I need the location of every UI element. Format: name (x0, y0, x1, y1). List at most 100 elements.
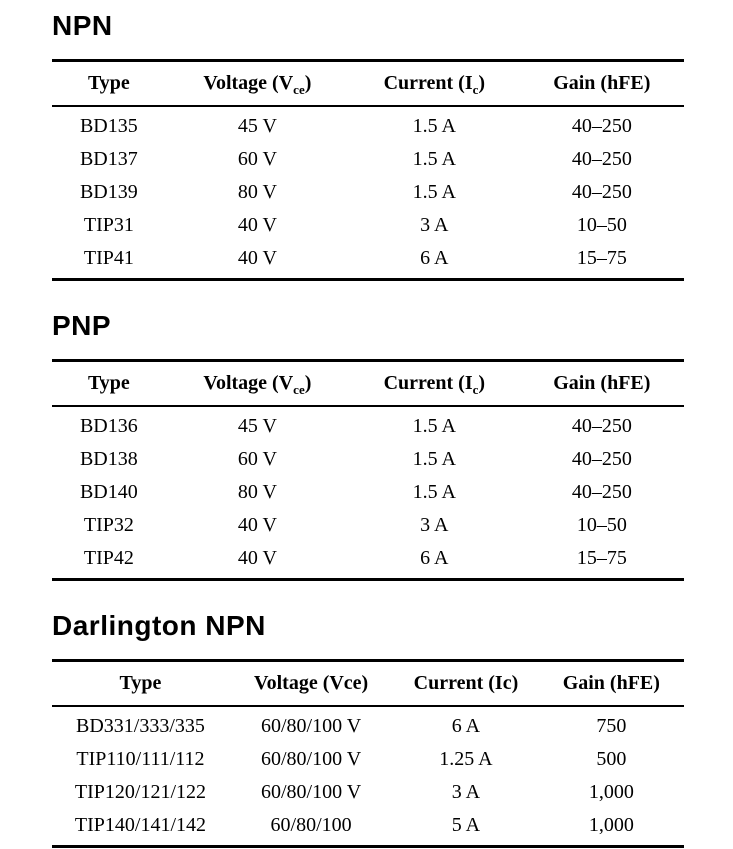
column-header-text: ) (478, 72, 486, 94)
voltage-cell: 60 V (237, 148, 277, 170)
npn-spec-table: Type Voltage (Vce) Current (Ic) Gain (hF… (52, 59, 684, 281)
type-cell: BD138 (79, 448, 138, 470)
gain-cell: 15–75 (576, 247, 627, 269)
type-cell: BD140 (79, 481, 138, 503)
current-cell: 1.5 A (412, 181, 456, 203)
table-row: TIP32 40 V 3 A 10–50 (52, 509, 684, 542)
gain-cell: 1,000 (588, 814, 634, 836)
gain-cell: 40–250 (571, 481, 632, 503)
column-header-text: ) (304, 72, 312, 94)
column-header-text: Type (119, 672, 162, 694)
type-cell: TIP120/121/122 (74, 781, 207, 803)
column-header-subscript: ce (293, 382, 305, 397)
section-heading-npn: NPN (52, 10, 113, 41)
column-header-text: Voltage (Vce) (254, 672, 369, 694)
column-header-current: Current (Ic) (349, 60, 520, 107)
voltage-cell: 80 V (237, 481, 277, 503)
column-header-voltage: Voltage (Vce) (228, 660, 394, 707)
type-cell: TIP31 (83, 214, 134, 236)
section-heading-darlington-npn: Darlington NPN (52, 610, 266, 641)
current-cell: 1.5 A (412, 448, 456, 470)
type-cell: TIP42 (83, 547, 134, 569)
voltage-cell: 60/80/100 V (261, 781, 362, 803)
column-header-text: Gain (hFE) (553, 372, 651, 394)
voltage-cell: 40 V (237, 514, 277, 536)
type-cell: TIP110/111/112 (76, 748, 205, 770)
current-cell: 6 A (420, 547, 449, 569)
column-header-text: Voltage (V (203, 72, 294, 94)
column-header-type: Type (52, 360, 166, 407)
section-npn: NPN Type Voltage (Vce) Current (Ic) Gain… (52, 12, 684, 281)
current-cell: 1.25 A (439, 748, 493, 770)
darlington-npn-spec-table: Type Voltage (Vce) Current (Ic) Gain (hF… (52, 659, 684, 848)
current-cell: 3 A (420, 514, 449, 536)
type-cell: BD137 (79, 148, 138, 170)
voltage-cell: 80 V (237, 181, 277, 203)
table-row: TIP140/141/142 60/80/100 5 A 1,000 (52, 809, 684, 847)
column-header-current: Current (Ic) (393, 660, 539, 707)
gain-cell: 40–250 (571, 115, 632, 137)
gain-cell: 750 (596, 715, 627, 737)
voltage-cell: 60/80/100 (270, 814, 352, 836)
table-row: BD140 80 V 1.5 A 40–250 (52, 476, 684, 509)
table-row: TIP31 40 V 3 A 10–50 (52, 209, 684, 242)
table-row: BD135 45 V 1.5 A 40–250 (52, 106, 684, 143)
current-cell: 3 A (420, 214, 449, 236)
column-header-current: Current (Ic) (349, 360, 520, 407)
column-header-text: ) (304, 372, 312, 394)
current-cell: 6 A (451, 715, 481, 737)
header-row: Type Voltage (Vce) Current (Ic) Gain (hF… (52, 60, 684, 107)
column-header-type: Type (52, 660, 229, 707)
table-row: TIP41 40 V 6 A 15–75 (52, 242, 684, 280)
voltage-cell: 60/80/100 V (261, 715, 362, 737)
column-header-text: Gain (hFE) (553, 72, 651, 94)
voltage-cell: 60/80/100 V (261, 748, 362, 770)
gain-cell: 10–50 (576, 514, 627, 536)
column-header-text: Current (Ic) (413, 672, 519, 694)
gain-cell: 15–75 (576, 547, 627, 569)
gain-cell: 1,000 (588, 781, 634, 803)
column-header-text: Type (87, 372, 130, 394)
column-header-text: Current (I (383, 72, 473, 94)
type-cell: BD135 (79, 115, 138, 137)
current-cell: 1.5 A (412, 415, 456, 437)
table-row: TIP110/111/112 60/80/100 V 1.25 A 500 (52, 743, 684, 776)
column-header-text: Gain (hFE) (562, 672, 660, 694)
column-header-subscript: ce (293, 82, 305, 97)
table-row: TIP42 40 V 6 A 15–75 (52, 542, 684, 580)
column-header-voltage: Voltage (Vce) (165, 60, 350, 107)
gain-cell: 10–50 (576, 214, 627, 236)
column-header-gain: Gain (hFE) (519, 60, 684, 107)
voltage-cell: 45 V (237, 415, 277, 437)
table-row: BD331/333/335 60/80/100 V 6 A 750 (52, 706, 684, 743)
section-heading-pnp: PNP (52, 310, 112, 341)
table-row: BD139 80 V 1.5 A 40–250 (52, 176, 684, 209)
voltage-cell: 60 V (237, 448, 277, 470)
table-row: TIP120/121/122 60/80/100 V 3 A 1,000 (52, 776, 684, 809)
voltage-cell: 40 V (237, 247, 277, 269)
type-cell: BD136 (79, 415, 138, 437)
voltage-cell: 40 V (237, 214, 277, 236)
voltage-cell: 45 V (237, 115, 277, 137)
type-cell: TIP41 (83, 247, 134, 269)
column-header-voltage: Voltage (Vce) (165, 360, 350, 407)
table-row: BD138 60 V 1.5 A 40–250 (52, 443, 684, 476)
gain-cell: 40–250 (571, 148, 632, 170)
type-cell: TIP140/141/142 (74, 814, 207, 836)
pnp-spec-table: Type Voltage (Vce) Current (Ic) Gain (hF… (52, 359, 684, 581)
gain-cell: 40–250 (571, 181, 632, 203)
column-header-gain: Gain (hFE) (519, 360, 684, 407)
column-header-type: Type (52, 60, 166, 107)
column-header-subscript: c (472, 382, 479, 397)
column-header-subscript: c (472, 82, 479, 97)
type-cell: BD331/333/335 (76, 715, 205, 737)
gain-cell: 40–250 (571, 448, 632, 470)
current-cell: 1.5 A (412, 115, 456, 137)
type-cell: TIP32 (83, 514, 134, 536)
column-header-gain: Gain (hFE) (538, 660, 684, 707)
current-cell: 5 A (451, 814, 481, 836)
table-row: BD137 60 V 1.5 A 40–250 (52, 143, 684, 176)
section-pnp: PNP Type Voltage (Vce) Current (Ic) Gain… (52, 312, 684, 581)
column-header-text: ) (478, 372, 486, 394)
type-cell: BD139 (79, 181, 138, 203)
